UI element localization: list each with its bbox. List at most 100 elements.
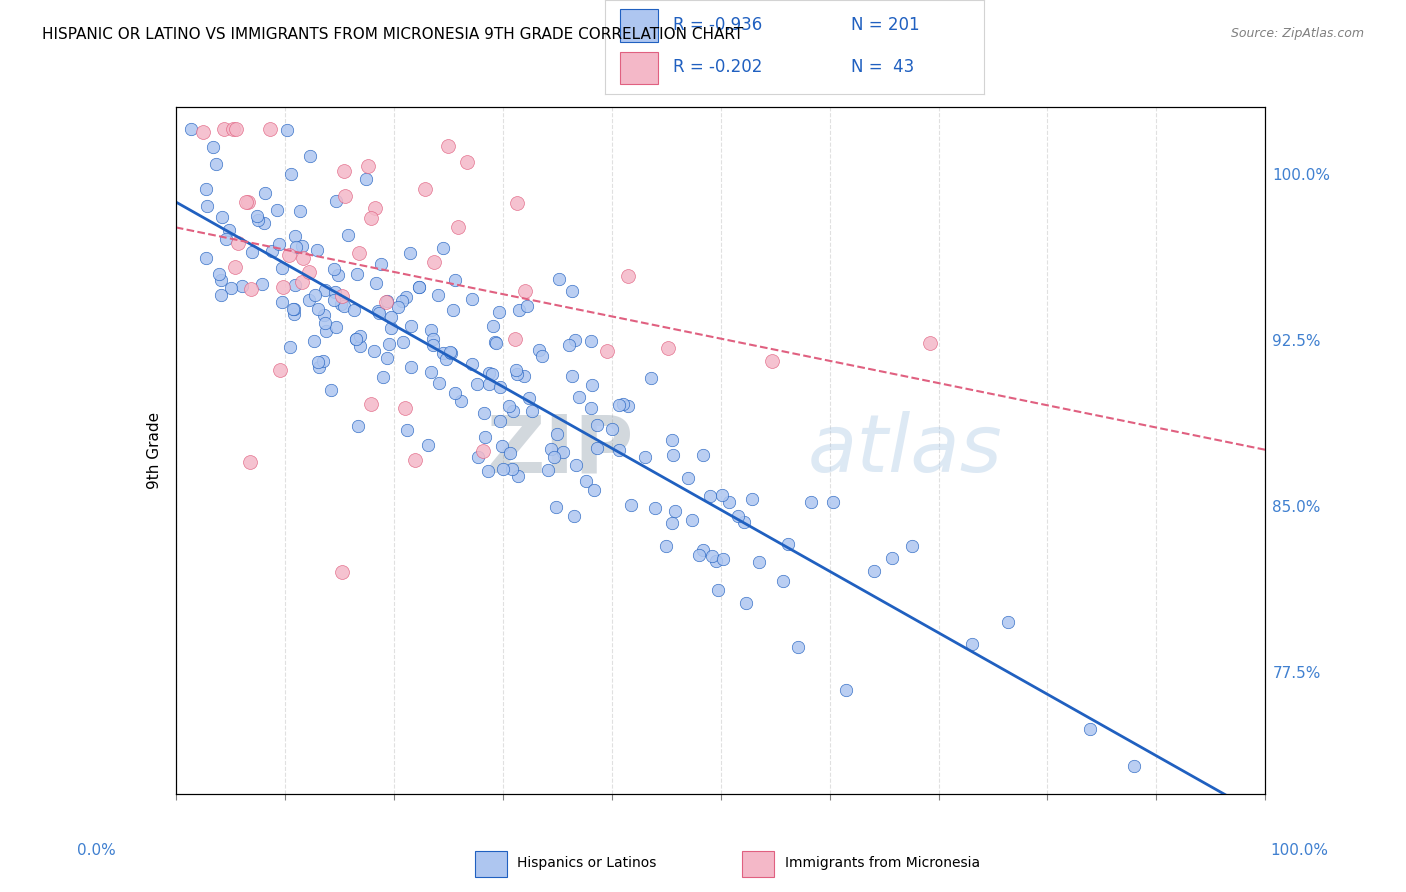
Point	[377, 294, 399, 309]
Point	[408, 280, 430, 294]
Point	[267, 237, 290, 252]
Point	[607, 398, 630, 412]
Point	[1078, 723, 1101, 737]
Point	[209, 273, 232, 287]
Text: Hispanics or Latinos: Hispanics or Latinos	[517, 856, 657, 870]
Point	[328, 268, 350, 283]
Point	[562, 508, 585, 523]
Point	[219, 281, 242, 295]
Point	[404, 453, 426, 467]
Text: R = -0.202: R = -0.202	[673, 59, 762, 77]
Point	[501, 462, 523, 476]
Point	[484, 334, 506, 349]
Point	[443, 273, 465, 287]
Point	[298, 293, 321, 307]
Point	[467, 450, 489, 464]
Point	[492, 462, 515, 476]
Point	[395, 289, 418, 303]
Text: Immigrants from Micronesia: Immigrants from Micronesia	[785, 856, 980, 870]
Point	[503, 332, 526, 346]
Point	[357, 159, 380, 173]
Point	[364, 276, 387, 290]
Point	[208, 267, 231, 281]
Point	[544, 500, 567, 514]
Point	[582, 483, 605, 497]
Point	[360, 397, 382, 411]
Point	[699, 489, 721, 503]
Point	[461, 357, 484, 371]
Point	[209, 287, 232, 301]
Point	[489, 414, 512, 428]
Point	[551, 445, 574, 459]
Point	[960, 637, 983, 651]
Point	[655, 539, 678, 553]
Text: N =  43: N = 43	[852, 59, 914, 77]
Point	[360, 211, 382, 226]
Point	[735, 595, 758, 609]
Point	[505, 196, 527, 211]
Point	[321, 383, 343, 397]
Point	[284, 278, 307, 293]
Point	[512, 369, 534, 384]
Point	[491, 439, 513, 453]
Point	[364, 202, 387, 216]
Point	[441, 303, 464, 318]
Point	[330, 297, 353, 311]
Point	[349, 329, 371, 343]
Point	[291, 252, 314, 266]
Point	[299, 149, 322, 163]
Point	[346, 267, 368, 281]
Point	[325, 194, 347, 208]
Point	[419, 323, 441, 337]
Point	[422, 338, 444, 352]
Point	[280, 167, 302, 181]
Point	[211, 210, 233, 224]
Point	[420, 365, 443, 379]
Point	[273, 280, 295, 294]
Point	[250, 277, 273, 292]
Point	[515, 284, 537, 298]
Point	[508, 302, 530, 317]
Point	[800, 495, 823, 509]
Point	[692, 543, 714, 558]
Point	[422, 255, 444, 269]
Point	[408, 280, 430, 294]
Point	[516, 300, 538, 314]
Point	[540, 442, 562, 457]
Point	[901, 539, 924, 553]
Point	[280, 339, 302, 353]
Point	[269, 363, 291, 377]
Point	[337, 228, 360, 243]
Point	[581, 378, 603, 392]
Bar	[475, 851, 506, 877]
Text: HISPANIC OR LATINO VS IMMIGRANTS FROM MICRONESIA 9TH GRADE CORRELATION CHART: HISPANIC OR LATINO VS IMMIGRANTS FROM MI…	[42, 27, 744, 42]
Point	[278, 248, 301, 262]
Point	[222, 122, 245, 136]
Point	[882, 550, 904, 565]
Point	[307, 355, 329, 369]
Point	[307, 302, 329, 317]
Point	[302, 334, 325, 348]
Point	[617, 399, 640, 413]
Point	[380, 321, 402, 335]
Point	[399, 245, 422, 260]
Point	[450, 394, 472, 409]
Point	[218, 223, 240, 237]
Point	[548, 272, 571, 286]
Point	[246, 212, 269, 227]
Point	[356, 172, 378, 186]
Point	[600, 422, 623, 436]
Point	[612, 397, 634, 411]
Point	[195, 199, 218, 213]
Point	[323, 293, 346, 307]
Point	[225, 122, 247, 136]
Point	[787, 640, 810, 655]
Point	[772, 574, 794, 588]
Point	[579, 401, 602, 415]
Point	[288, 203, 311, 218]
Point	[527, 343, 550, 357]
Point	[240, 245, 263, 260]
Point	[323, 285, 346, 299]
Text: N = 201: N = 201	[852, 16, 920, 34]
Point	[291, 239, 314, 253]
